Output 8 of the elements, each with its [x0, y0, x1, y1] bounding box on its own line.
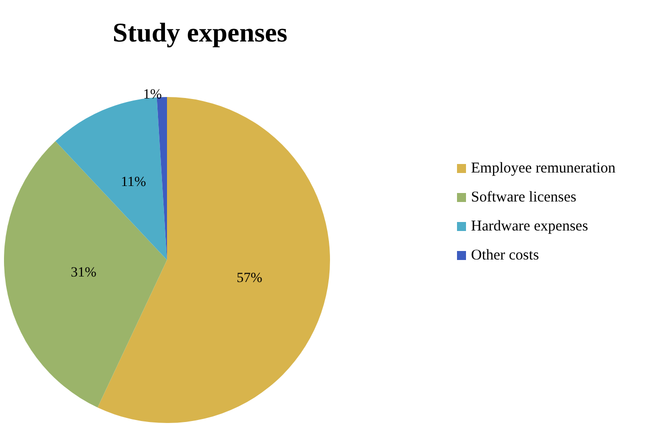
legend-label: Hardware expenses — [471, 218, 588, 234]
legend-label: Employee remuneration — [471, 160, 616, 176]
chart-title: Study expenses — [112, 18, 288, 48]
data-label: 57% — [236, 270, 263, 286]
data-label: 31% — [70, 266, 97, 281]
legend-label: Other costs — [471, 248, 540, 264]
legend-label: Software licenses — [471, 190, 577, 206]
data-label: 11% — [120, 174, 146, 190]
